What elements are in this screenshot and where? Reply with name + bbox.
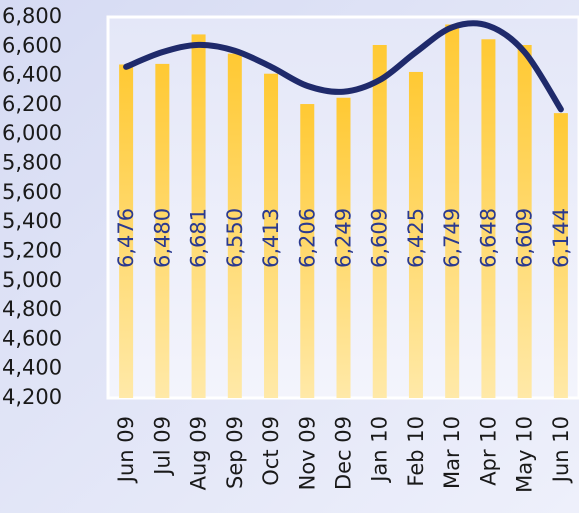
y-tick-label: 6,400 <box>2 63 62 87</box>
value-label: 6,681 <box>187 208 211 268</box>
y-tick-label: 6,800 <box>2 4 62 28</box>
y-tick-label: 5,600 <box>2 180 62 204</box>
x-tick-label: Jun 09 <box>114 416 138 484</box>
x-tick-label: Mar 10 <box>440 416 464 489</box>
x-tick-label: Jan 10 <box>368 416 392 484</box>
x-tick-label: Dec 09 <box>332 416 356 490</box>
y-tick-label: 4,600 <box>2 326 62 350</box>
y-tick-label: 4,200 <box>2 385 62 409</box>
bar <box>227 53 242 399</box>
value-label: 6,550 <box>223 208 247 268</box>
x-tick-label: Jul 09 <box>150 416 174 477</box>
bar <box>517 44 532 399</box>
bar <box>408 71 423 399</box>
x-tick-label: Aug 09 <box>187 416 211 490</box>
bar <box>191 34 206 398</box>
x-tick-label: Apr 10 <box>476 416 500 486</box>
bar <box>155 63 170 399</box>
x-tick-label: May 10 <box>513 416 537 493</box>
y-tick-label: 5,400 <box>2 209 62 233</box>
y-tick-label: 5,000 <box>2 268 62 292</box>
bar <box>336 97 351 399</box>
bar <box>372 44 387 399</box>
value-label: 6,249 <box>332 208 356 268</box>
y-tick-label: 4,800 <box>2 297 62 321</box>
value-label: 6,144 <box>549 208 573 268</box>
value-label: 6,609 <box>368 208 392 268</box>
x-tick-label: Jun 10 <box>549 416 573 484</box>
trend-line <box>123 20 564 113</box>
y-tick-label: 4,400 <box>2 356 62 380</box>
value-label: 6,648 <box>476 208 500 268</box>
y-tick-label: 6,000 <box>2 121 62 145</box>
bar <box>119 64 134 399</box>
value-label: 6,476 <box>114 208 138 268</box>
x-tick-label: Feb 10 <box>404 416 428 487</box>
value-label: 6,480 <box>150 208 174 268</box>
bar <box>445 24 460 399</box>
bar <box>264 73 279 398</box>
x-tick-label: Nov 09 <box>295 416 319 490</box>
value-label: 6,749 <box>440 208 464 268</box>
y-tick-label: 5,200 <box>2 238 62 262</box>
value-label: 6,425 <box>404 208 428 268</box>
bar <box>481 39 496 399</box>
y-tick-label: 5,800 <box>2 151 62 175</box>
x-tick-label: Oct 09 <box>259 416 283 486</box>
x-tick-label: Sep 09 <box>223 416 247 489</box>
bar <box>553 113 568 398</box>
bar <box>300 104 315 398</box>
value-label: 6,609 <box>513 208 537 268</box>
y-tick-label: 6,600 <box>2 33 62 57</box>
value-label: 6,206 <box>295 208 319 268</box>
value-label: 6,413 <box>259 208 283 268</box>
y-tick-label: 6,200 <box>2 92 62 116</box>
